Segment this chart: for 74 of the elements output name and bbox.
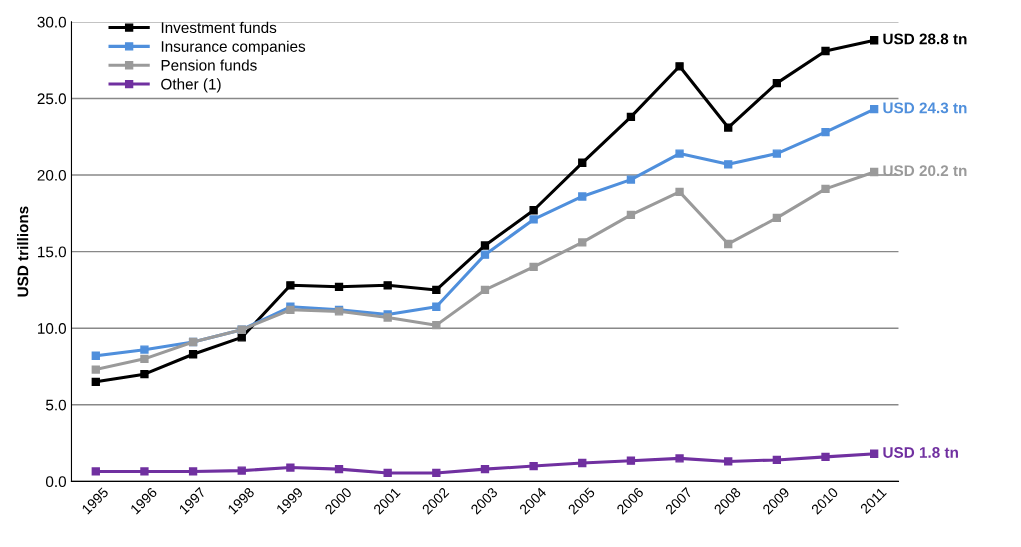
point	[869, 167, 879, 177]
point	[188, 350, 198, 359]
point	[626, 210, 636, 220]
point	[334, 282, 344, 292]
point	[480, 250, 490, 259]
y-tick-label: 10.0	[38, 323, 67, 334]
point	[724, 123, 733, 132]
point	[675, 149, 684, 158]
point	[432, 285, 441, 295]
y-tick-label: 30.0	[37, 16, 67, 28]
annotation: USD 1.8 tn	[883, 447, 958, 458]
point	[869, 449, 879, 458]
legend-label: Pension funds	[161, 59, 257, 71]
point	[821, 46, 830, 56]
point	[626, 175, 636, 184]
point	[334, 464, 344, 474]
y-axis-title: USD trillions	[17, 206, 29, 297]
point	[626, 112, 636, 122]
legend-label: Investment funds	[161, 21, 277, 34]
y-tick-label: 20.0	[37, 169, 67, 181]
point	[626, 456, 636, 465]
point	[821, 452, 830, 462]
point	[91, 377, 100, 386]
point	[383, 468, 392, 478]
point	[432, 468, 441, 478]
point	[869, 105, 879, 114]
point	[675, 62, 684, 71]
point	[821, 127, 830, 137]
point	[529, 206, 538, 215]
point	[140, 345, 149, 354]
point	[140, 467, 149, 476]
point	[529, 461, 538, 471]
point	[772, 149, 782, 158]
point	[578, 158, 587, 167]
point	[724, 239, 733, 249]
y-tick-label: 0.0	[45, 476, 67, 488]
point	[91, 351, 100, 360]
point	[432, 320, 441, 330]
legend-label: Insurance companies	[161, 40, 306, 55]
point	[772, 455, 782, 465]
point	[480, 464, 490, 474]
y-tick-label: 15.0	[38, 246, 67, 258]
point	[237, 466, 246, 475]
point	[91, 365, 100, 374]
point	[578, 238, 587, 247]
y-tick-label: 25.0	[37, 93, 67, 105]
point	[724, 160, 733, 169]
point	[140, 354, 149, 363]
point	[432, 302, 441, 311]
point	[529, 262, 538, 272]
legend-label: Other (1)	[161, 78, 221, 93]
annotation: USD 20.2 tn	[883, 165, 967, 177]
point	[578, 458, 587, 468]
point	[188, 467, 198, 476]
y-tick-label: 5.0	[45, 399, 67, 411]
point	[529, 215, 538, 224]
point	[383, 281, 392, 290]
annotation: USD 24.3 tn	[883, 102, 967, 114]
point	[237, 333, 246, 342]
point	[91, 467, 100, 476]
point	[772, 213, 782, 223]
point	[724, 457, 733, 466]
point	[480, 285, 490, 295]
point	[480, 241, 490, 250]
point	[675, 454, 684, 463]
point	[821, 184, 830, 193]
point	[772, 78, 782, 88]
point	[140, 369, 149, 379]
point	[869, 36, 879, 45]
point	[578, 192, 587, 201]
point	[286, 281, 295, 290]
annotation: USD 28.8 tn	[883, 33, 967, 45]
point	[675, 187, 684, 197]
point	[286, 463, 295, 472]
